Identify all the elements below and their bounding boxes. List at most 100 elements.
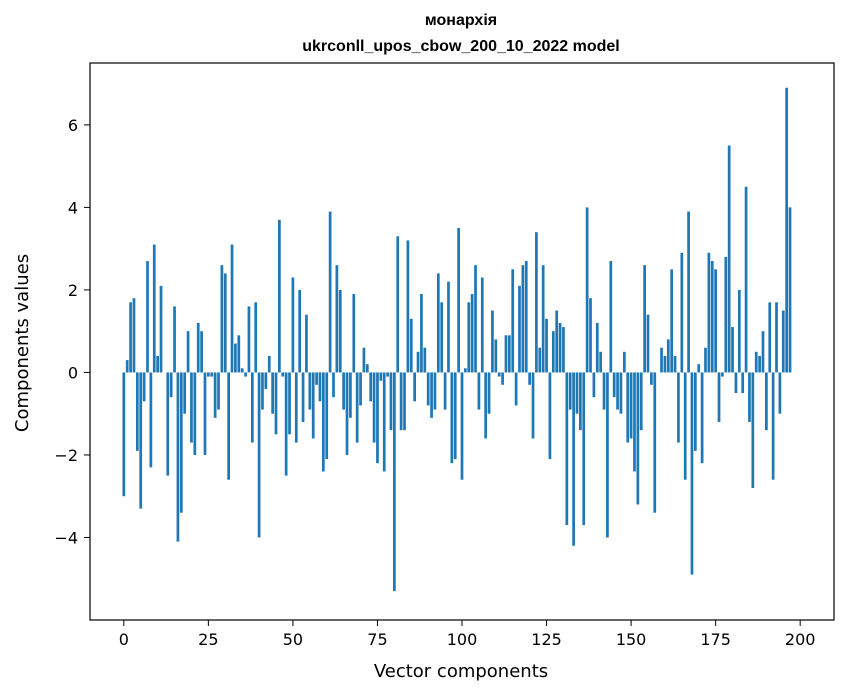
bar-141 — [599, 351, 603, 373]
bar-189 — [761, 331, 765, 373]
bar-143 — [606, 372, 609, 538]
y-tick-label: 0 — [68, 363, 78, 382]
bar-129 — [558, 322, 562, 373]
bar-196 — [785, 87, 789, 373]
bar-162 — [670, 269, 674, 373]
bar-127 — [551, 331, 555, 373]
bar-19 — [186, 331, 190, 373]
bar-117 — [518, 285, 521, 373]
bar-115 — [511, 269, 515, 373]
bar-137 — [585, 207, 589, 373]
bar-40 — [257, 372, 261, 538]
bar-124 — [541, 265, 545, 373]
bar-53 — [301, 372, 305, 422]
bar-181 — [734, 372, 738, 394]
bar-84 — [406, 240, 410, 373]
bar-45 — [274, 372, 278, 435]
bar-80 — [393, 372, 396, 592]
bar-126 — [548, 372, 552, 460]
bar-116 — [514, 372, 518, 406]
bar-194 — [778, 372, 782, 414]
bar-57 — [315, 372, 318, 385]
bar-165 — [680, 252, 684, 373]
bar-186 — [751, 372, 755, 488]
bar-138 — [589, 298, 592, 373]
bar-83 — [403, 372, 406, 431]
bar-44 — [271, 372, 274, 414]
bar-114 — [507, 335, 511, 373]
plot-frame — [89, 62, 835, 621]
bar-104 — [474, 265, 477, 373]
bar-130 — [562, 327, 565, 373]
bar-79 — [389, 372, 393, 431]
bar-89 — [423, 347, 427, 373]
bar-39 — [254, 302, 258, 373]
bar-97 — [450, 372, 454, 464]
bar-90 — [426, 372, 430, 406]
bar-32 — [230, 244, 234, 373]
bar-142 — [602, 372, 606, 410]
bar-121 — [531, 372, 535, 439]
bar-108 — [487, 372, 491, 414]
bar-23 — [200, 331, 203, 373]
bar-128 — [555, 310, 559, 373]
bar-113 — [504, 335, 508, 373]
bar-99 — [457, 228, 460, 373]
bar-174 — [710, 261, 714, 373]
bar-167 — [687, 211, 690, 373]
bar-81 — [396, 236, 400, 373]
bar-111 — [497, 372, 501, 377]
bar-146 — [616, 372, 619, 410]
bar-144 — [609, 261, 613, 373]
bar-161 — [666, 339, 670, 373]
bar-20 — [190, 372, 193, 443]
bar-64 — [338, 289, 342, 373]
bar-34 — [237, 335, 241, 373]
bar-150 — [629, 372, 633, 439]
bar-176 — [717, 372, 721, 422]
bar-155 — [646, 314, 650, 373]
bar-25 — [207, 372, 210, 377]
bar-190 — [765, 372, 768, 431]
bar-18 — [183, 372, 187, 414]
bar-13 — [166, 372, 170, 476]
bar-195 — [781, 310, 785, 373]
bar-71 — [362, 347, 366, 373]
bar-93 — [436, 273, 440, 373]
bar-51 — [294, 372, 298, 443]
bar-164 — [677, 372, 680, 443]
bar-177 — [721, 372, 724, 377]
bar-15 — [173, 306, 176, 373]
bar-102 — [467, 302, 471, 373]
bar-123 — [538, 347, 542, 373]
chart-title-line1: монархія — [425, 12, 497, 29]
bar-69 — [355, 372, 359, 443]
bar-182 — [737, 289, 741, 373]
x-tick-label: 25 — [198, 630, 218, 649]
bar-160 — [663, 355, 667, 373]
bar-169 — [693, 372, 697, 451]
bar-136 — [582, 372, 586, 526]
y-axis-label: Components values — [12, 254, 33, 432]
bar-132 — [568, 372, 572, 410]
bar-2 — [129, 302, 132, 373]
bar-168 — [690, 372, 694, 575]
bar-73 — [369, 372, 373, 402]
bar-91 — [430, 372, 433, 418]
bar-151 — [633, 372, 636, 472]
bar-42 — [264, 372, 268, 389]
bar-112 — [501, 372, 504, 385]
bar-16 — [176, 372, 180, 542]
bar-133 — [572, 372, 575, 546]
x-axis-label: Vector components — [374, 661, 548, 682]
bar-125 — [545, 318, 548, 373]
bar-187 — [754, 351, 758, 373]
bar-197 — [788, 207, 792, 373]
bar-46 — [278, 219, 281, 373]
bar-48 — [284, 372, 288, 476]
bar-72 — [365, 364, 369, 373]
bar-3 — [132, 298, 136, 373]
bar-8 — [149, 372, 153, 468]
y-tick-label: 6 — [68, 116, 78, 135]
